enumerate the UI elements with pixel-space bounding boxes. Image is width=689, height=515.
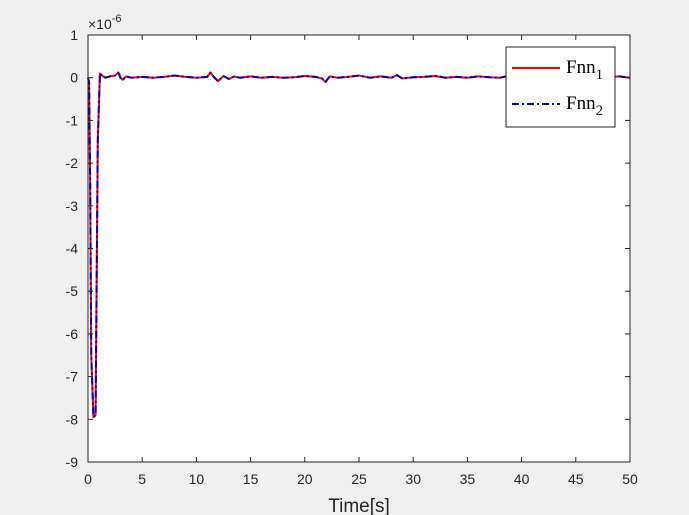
x-tick-label: 30 bbox=[405, 471, 421, 487]
y-tick-label: -3 bbox=[66, 198, 79, 214]
x-tick-label: 15 bbox=[243, 471, 259, 487]
x-tick-label: 50 bbox=[622, 471, 638, 487]
y-tick-label: -1 bbox=[66, 112, 79, 128]
y-tick-label: -4 bbox=[66, 241, 79, 257]
x-tick-label: 20 bbox=[297, 471, 313, 487]
y-exponent-power: -6 bbox=[112, 13, 122, 25]
x-axis-label: Time[s] bbox=[328, 496, 390, 515]
legend-label-fnn2-name: Fnn bbox=[566, 93, 596, 114]
y-tick-label: 0 bbox=[70, 70, 78, 86]
legend-label-fnn1-sub: 1 bbox=[596, 67, 604, 83]
legend: Fnn1 Fnn2 bbox=[505, 46, 616, 128]
y-tick-label: 1 bbox=[70, 27, 78, 43]
x-tick-label: 0 bbox=[84, 471, 92, 487]
legend-label-fnn2-sub: 2 bbox=[596, 103, 604, 119]
legend-label-fnn1: Fnn1 bbox=[566, 57, 603, 83]
legend-label-fnn2: Fnn2 bbox=[566, 93, 603, 119]
x-tick-label: 35 bbox=[460, 471, 476, 487]
x-tick-label: 45 bbox=[568, 471, 584, 487]
y-tick-label: -5 bbox=[66, 283, 79, 299]
y-tick-label: -8 bbox=[66, 411, 79, 427]
legend-box bbox=[505, 46, 616, 128]
y-tick-label: -6 bbox=[66, 326, 79, 342]
y-exponent-base: ×10 bbox=[88, 16, 112, 32]
y-exponent-label: ×10-6 bbox=[88, 13, 122, 32]
y-tick-label: -9 bbox=[66, 454, 79, 470]
x-tick-label: 40 bbox=[514, 471, 530, 487]
legend-label-fnn1-name: Fnn bbox=[566, 57, 596, 78]
x-tick-label: 5 bbox=[138, 471, 146, 487]
y-tick-label: -2 bbox=[66, 155, 79, 171]
series-line-fnn2 bbox=[87, 71, 631, 419]
x-tick-label: 10 bbox=[189, 471, 205, 487]
x-tick-label: 25 bbox=[351, 471, 367, 487]
series-layer bbox=[87, 71, 631, 419]
y-tick-label: -7 bbox=[66, 369, 79, 385]
